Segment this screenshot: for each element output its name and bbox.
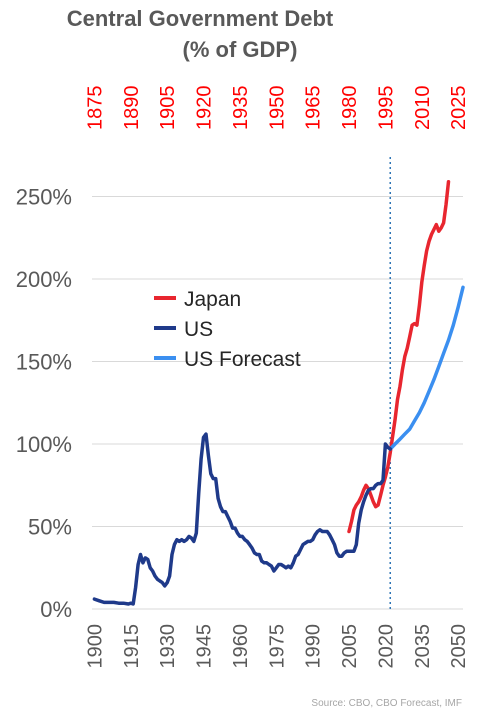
- legend-label-us: US: [184, 318, 213, 341]
- chart-title-line-1: Central Government Debt: [67, 6, 334, 31]
- y-tick-label: 250%: [16, 185, 72, 210]
- top-x-axis-ticks: 1875 1890 1905 1920 1935 1950 1965 1980 1995 2010…: [84, 86, 470, 131]
- x-tick-label-bottom: 1990: [303, 624, 325, 669]
- x-tick-label-top: 1875: [84, 86, 106, 131]
- series-line-us-forecast: [388, 285, 465, 451]
- x-tick-label-top: 1950: [266, 86, 288, 131]
- x-tick-label-bottom: 2005: [339, 624, 361, 669]
- x-tick-label-top: 1935: [230, 86, 252, 131]
- x-tick-label-bottom: 1975: [266, 624, 288, 669]
- x-tick-label-top: 1905: [157, 86, 179, 131]
- x-tick-label-bottom: 1960: [230, 624, 252, 669]
- x-tick-label-top: 1980: [339, 86, 361, 131]
- y-tick-label: 100%: [16, 432, 72, 457]
- y-tick-label: 0%: [40, 597, 72, 622]
- source-note: Source: CBO, CBO Forecast, IMF: [311, 698, 462, 709]
- series-lines: [92, 179, 465, 606]
- x-tick-label-top: 1890: [121, 86, 143, 131]
- gridlines: [92, 196, 463, 610]
- x-tick-label-bottom: 1945: [194, 624, 216, 669]
- x-tick-label-bottom: 1915: [121, 624, 143, 669]
- y-tick-label: 50%: [28, 515, 72, 540]
- y-tick-label: 200%: [16, 267, 72, 292]
- x-tick-label-top: 2025: [448, 86, 470, 131]
- y-tick-label: 150%: [16, 350, 72, 375]
- series-line-japan: [347, 179, 451, 534]
- legend-label-japan: Japan: [184, 288, 241, 311]
- y-axis-ticks: 0% 50% 100% 150% 200% 250%: [16, 185, 72, 623]
- legend-label-us-forecast: US Forecast: [184, 348, 301, 371]
- series-line-us: [92, 432, 393, 606]
- x-tick-label-bottom: 2050: [448, 624, 470, 669]
- x-tick-label-bottom: 2035: [412, 624, 434, 669]
- x-tick-label-bottom: 2020: [375, 624, 397, 669]
- bottom-x-axis-ticks: 1900 1915 1930 1945 1960 1975 1990 2005 2020 2035…: [84, 624, 470, 669]
- x-tick-label-top: 1995: [375, 86, 397, 131]
- legend: Japan US US Forecast: [154, 288, 301, 371]
- x-tick-label-bottom: 1930: [157, 624, 179, 669]
- x-tick-label-bottom: 1900: [84, 624, 106, 669]
- chart-title-line-2: (% of GDP): [183, 37, 298, 62]
- x-tick-label-top: 1965: [303, 86, 325, 131]
- x-tick-label-top: 2010: [412, 86, 434, 131]
- x-tick-label-top: 1920: [194, 86, 216, 131]
